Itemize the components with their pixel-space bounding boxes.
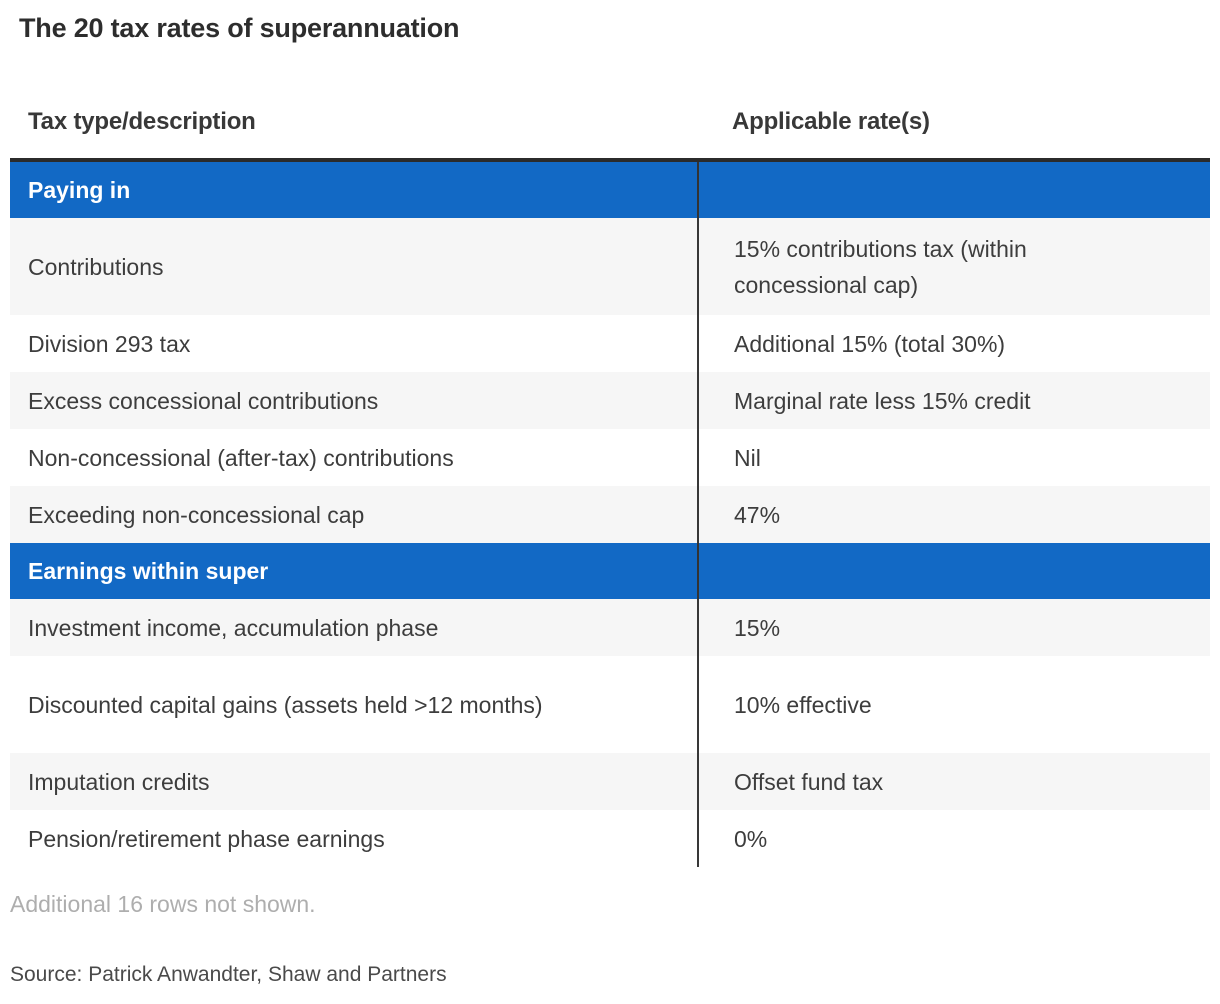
tax-type-cell: Imputation credits	[28, 768, 210, 795]
rate-value: 10% effective	[734, 691, 872, 718]
rate-cell: 47%	[697, 486, 1210, 543]
rate-value: Offset fund tax	[734, 768, 884, 795]
rate-value: 47%	[734, 501, 781, 528]
rows-not-shown-note: Additional 16 rows not shown.	[10, 891, 316, 917]
section-header-paying-in: Paying in	[10, 162, 1210, 218]
table-row: Pension/retirement phase earnings 0%	[10, 810, 1210, 867]
rate-value: 0%	[734, 825, 768, 852]
column-headers: Tax type/description Applicable rate(s)	[0, 108, 1220, 142]
rate-value: Marginal rate less 15% credit	[734, 387, 1031, 414]
table-row: Investment income, accumulation phase 15…	[10, 599, 1210, 656]
table-row: Imputation credits Offset fund tax	[10, 753, 1210, 810]
rate-cell: Offset fund tax	[697, 753, 1210, 810]
tax-type-cell: Excess concessional contributions	[28, 387, 379, 414]
tax-type-cell: Non-concessional (after-tax) contributio…	[28, 444, 454, 471]
section-header-rate-cell	[697, 162, 1210, 218]
tax-type-cell: Pension/retirement phase earnings	[28, 825, 385, 852]
rate-cell: 0%	[697, 810, 1210, 867]
rate-value: 15% contributions tax (within concession…	[734, 235, 1027, 298]
tax-type-cell: Division 293 tax	[28, 330, 191, 357]
table-row: Exceeding non-concessional cap 47%	[10, 486, 1210, 543]
rate-value: 15%	[734, 614, 781, 641]
section-header-rate-cell	[697, 543, 1210, 599]
rate-cell: 15%	[697, 599, 1210, 656]
tax-type-cell: Discounted capital gains (assets held >1…	[28, 691, 543, 718]
column-header-tax-type: Tax type/description	[28, 108, 256, 135]
rate-cell: Marginal rate less 15% credit	[697, 372, 1210, 429]
section-header-earnings-within-super: Earnings within super	[10, 543, 1210, 599]
section-header-label: Earnings within super	[28, 558, 269, 584]
rate-cell: Nil	[697, 429, 1210, 486]
rate-cell: 15% contributions tax (within concession…	[697, 218, 1210, 315]
column-header-applicable-rates: Applicable rate(s)	[732, 108, 930, 135]
section-header-label: Paying in	[28, 177, 131, 203]
table-row: Excess concessional contributions Margin…	[10, 372, 1210, 429]
tax-type-cell: Exceeding non-concessional cap	[28, 501, 365, 528]
page-title: The 20 tax rates of superannuation	[19, 13, 460, 43]
tax-rates-table: Paying in Contributions 15% contribution…	[10, 158, 1210, 867]
table-row: Non-concessional (after-tax) contributio…	[10, 429, 1210, 486]
table-row: Contributions 15% contributions tax (wit…	[10, 218, 1210, 315]
rate-value: Nil	[734, 444, 761, 471]
rate-cell: 10% effective	[697, 656, 1210, 753]
rate-value: Additional 15% (total 30%)	[734, 330, 1006, 357]
tax-type-cell: Investment income, accumulation phase	[28, 614, 439, 641]
table-row: Division 293 tax Additional 15% (total 3…	[10, 315, 1210, 372]
source-attribution: Source: Patrick Anwandter, Shaw and Part…	[10, 963, 447, 986]
rate-cell: Additional 15% (total 30%)	[697, 315, 1210, 372]
table-row: Discounted capital gains (assets held >1…	[10, 656, 1210, 753]
tax-type-cell: Contributions	[28, 253, 164, 280]
